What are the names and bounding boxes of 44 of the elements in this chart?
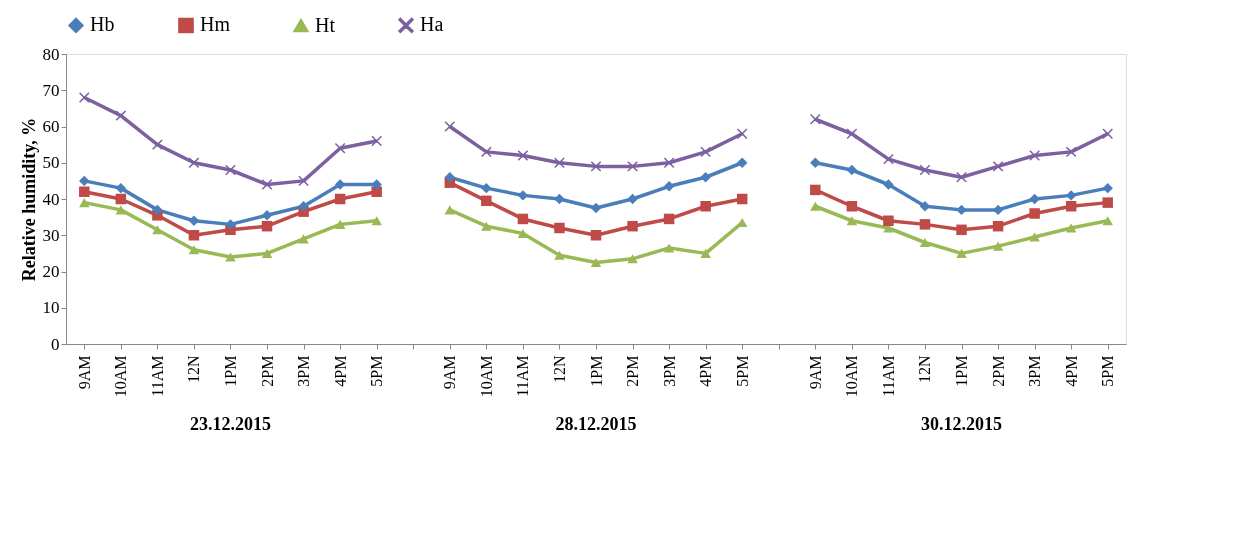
x-tick-label: 9AM — [806, 355, 824, 390]
x-tick-label: 12N — [185, 355, 203, 384]
x-tick-label: 10AM — [843, 355, 861, 398]
y-tick-label: 10 — [42, 298, 60, 318]
x-tick-label: 2PM — [989, 355, 1007, 387]
y-tick-label: 80 — [42, 44, 60, 64]
text: 30.12.2015 — [921, 414, 1003, 434]
y-tick-label: 40 — [42, 189, 60, 209]
x-tick-label: 11AM — [879, 355, 897, 397]
x-tick-label: 11AM — [148, 355, 166, 397]
y-tick-label: 60 — [42, 117, 60, 136]
x-tick-label: 3PM — [1026, 355, 1044, 387]
x-tick-label: 12N — [550, 355, 568, 384]
y-tick-label: 70 — [42, 80, 60, 100]
x-tick-label: 5PM — [1099, 355, 1117, 387]
x-tick-label: 11AM — [514, 355, 532, 397]
x-tick-label: 9AM — [75, 355, 93, 390]
legend-label: Ht — [315, 13, 336, 36]
legend-label: Hm — [200, 13, 231, 36]
legend-label: Hb — [90, 13, 115, 36]
x-tick-label: 10AM — [112, 355, 130, 398]
y-tick-label: 20 — [42, 262, 60, 281]
x-tick-label: 12N — [916, 355, 934, 384]
text: 28.12.2015 — [555, 414, 637, 434]
y-tick-label: 50 — [42, 153, 60, 173]
text: 23.12.2015 — [189, 414, 271, 434]
y-tick-label: 30 — [42, 225, 60, 245]
x-tick-label: 10AM — [477, 355, 495, 398]
legend-label: Ha — [420, 13, 444, 36]
x-tick-label: 3PM — [660, 355, 678, 387]
x-tick-label: 2PM — [624, 355, 642, 387]
x-tick-label: 2PM — [258, 355, 276, 387]
x-tick-label: 1PM — [587, 355, 605, 387]
x-tick-label: 1PM — [221, 355, 239, 387]
x-tick-label: 4PM — [1062, 355, 1080, 387]
x-tick-label: 5PM — [733, 355, 751, 387]
y-axis-title: Relative humidity, % — [18, 117, 39, 282]
x-tick-label: 5PM — [368, 355, 386, 387]
y-tick-label: 0 — [51, 334, 60, 354]
x-tick-label: 4PM — [331, 355, 349, 387]
x-tick-label: 3PM — [295, 355, 313, 387]
x-tick-label: 1PM — [953, 355, 971, 387]
x-tick-label: 4PM — [697, 355, 715, 387]
x-tick-label: 9AM — [441, 355, 459, 390]
